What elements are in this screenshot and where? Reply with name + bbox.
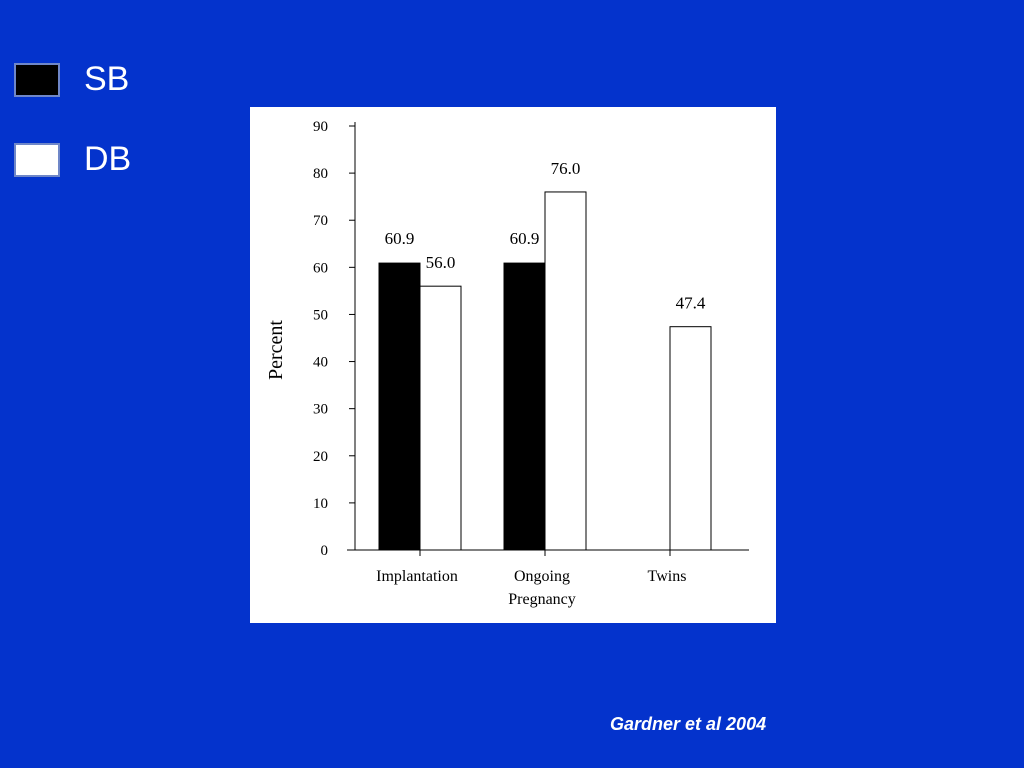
y-tick-label-20: 20 xyxy=(313,449,328,465)
data-label-sb-0: 60.9 xyxy=(385,229,415,248)
chart-panel: 0 10 20 30 40 50 60 70 80 90 Percent Implantation 60… xyxy=(250,107,776,623)
data-label-db-0: 56.0 xyxy=(426,253,456,272)
data-label-db-2: 47.4 xyxy=(676,294,706,313)
y-tick-label-30: 30 xyxy=(313,402,328,418)
bar-chart: 0 10 20 30 40 50 60 70 80 90 Percent Implantation 60… xyxy=(265,119,749,608)
bar-db-2 xyxy=(669,326,712,551)
bar-db-0 xyxy=(419,285,462,551)
bar-sb-1 xyxy=(503,262,546,551)
x-tick-label-1-0: Ongoing xyxy=(514,568,570,585)
legend-label-sb: SB xyxy=(84,60,130,98)
legend-swatch-db xyxy=(14,142,60,177)
bar-db-1 xyxy=(544,191,587,551)
y-tick-label-90: 90 xyxy=(313,119,328,135)
x-tick-label-1-1: Pregnancy xyxy=(508,591,576,608)
y-tick-label-80: 80 xyxy=(313,166,328,182)
y-tick-label-70: 70 xyxy=(313,213,328,229)
legend-item-sb: SB xyxy=(14,60,129,99)
x-tick-label-0-0: Implantation xyxy=(376,568,458,585)
y-tick-label-60: 60 xyxy=(313,260,328,276)
legend-label-db: DB xyxy=(84,140,132,178)
y-axis-title: Percent xyxy=(265,320,287,380)
legend-swatch-sb xyxy=(14,62,60,97)
y-tick-label-50: 50 xyxy=(313,307,328,323)
citation: Gardner et al 2004 xyxy=(610,714,767,734)
y-tick-label-10: 10 xyxy=(313,496,328,512)
y-tick-label-0: 0 xyxy=(321,543,329,559)
x-tick-label-2-0: Twins xyxy=(648,568,687,585)
y-tick-label-40: 40 xyxy=(313,355,328,371)
legend-item-db: DB xyxy=(14,140,131,179)
bar-sb-0 xyxy=(378,262,421,551)
data-label-db-1: 76.0 xyxy=(551,159,581,178)
data-label-sb-1: 60.9 xyxy=(510,229,540,248)
